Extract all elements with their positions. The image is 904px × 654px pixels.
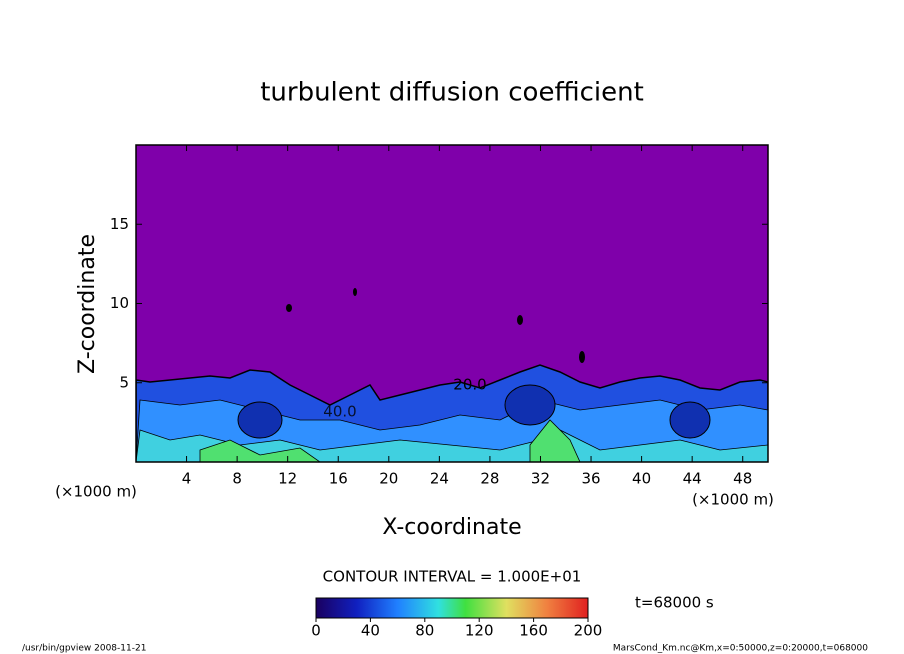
colorbar-tick-label: 0 (311, 622, 321, 640)
x-tick-label: 24 (430, 470, 449, 488)
x-tick-label: 8 (232, 470, 242, 488)
colorbar-tick-label: 200 (574, 622, 603, 640)
y-tick-label: 5 (119, 373, 129, 391)
x-axis-label: X-coordinate (382, 515, 521, 540)
colorbar-tick-label: 80 (415, 622, 434, 640)
y-axis-label: Z-coordinate (75, 234, 100, 374)
x-tick-label: 12 (278, 470, 297, 488)
x-tick-label: 4 (182, 470, 192, 488)
x-tick-label: 36 (581, 470, 600, 488)
contour-label: 20.0 (453, 376, 486, 394)
x-unit: (×1000 m) (692, 491, 774, 509)
chart-title: turbulent diffusion coefficient (260, 78, 644, 108)
contour-label: 40.0 (323, 403, 356, 421)
turbulent-layer (136, 288, 768, 462)
time-label: t=68000 s (635, 594, 714, 612)
colorbar-tick-label: 40 (361, 622, 380, 640)
x-tick-label: 16 (329, 470, 348, 488)
colorbar (315, 597, 589, 619)
footer-right: MarsCond_Km.nc@Km,x=0:50000,z=0:20000,t=… (613, 644, 868, 654)
x-tick-label: 48 (733, 470, 752, 488)
x-tick-label: 40 (632, 470, 651, 488)
colorbar-tick-label: 120 (465, 622, 494, 640)
colorbar-tick-label: 160 (519, 622, 548, 640)
y-unit: (×1000 m) (55, 483, 137, 501)
x-tick-label: 28 (480, 470, 499, 488)
y-tick-label: 10 (110, 294, 129, 312)
contour-interval: CONTOUR INTERVAL = 1.000E+01 (323, 568, 582, 586)
x-tick-label: 44 (683, 470, 702, 488)
footer-left: /usr/bin/gpview 2008-11-21 (22, 644, 146, 654)
x-tick-label: 32 (531, 470, 550, 488)
y-tick-label: 15 (110, 215, 129, 233)
x-tick-label: 20 (379, 470, 398, 488)
